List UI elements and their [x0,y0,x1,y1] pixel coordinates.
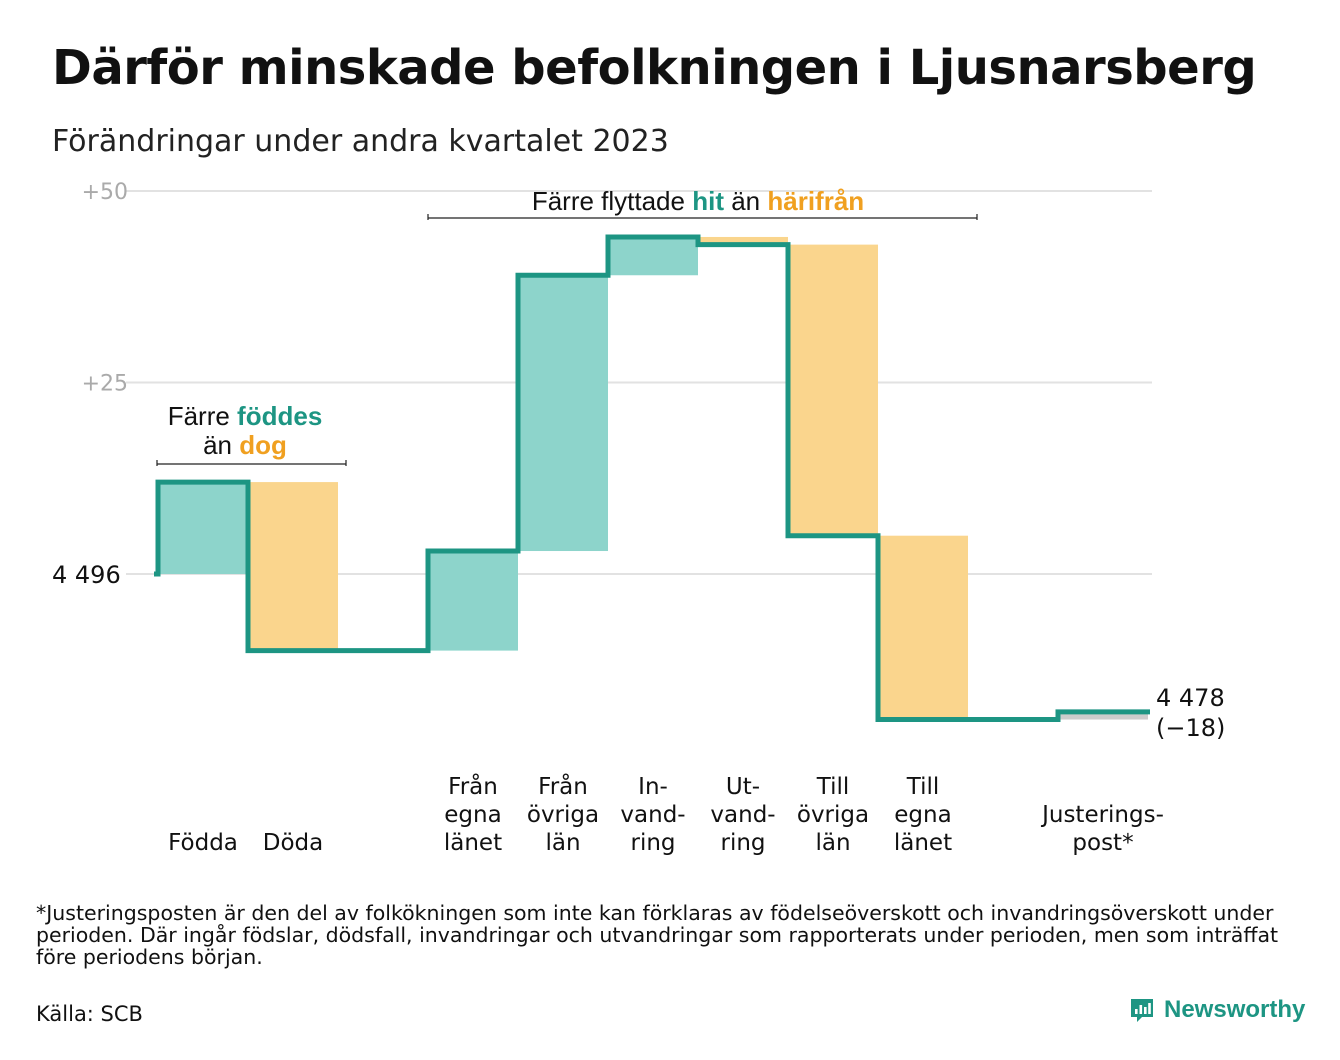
brand-name: Newsworthy [1164,996,1306,1023]
category-label: län [545,830,580,856]
brand-logo: Newsworthy [1128,996,1305,1024]
waterfall-bar [608,236,698,276]
category-label: Till [906,774,940,800]
annotation-part: föddes [230,401,322,431]
category-label: övriga [797,802,869,828]
waterfall-bar [788,244,878,536]
category-label: ring [720,830,765,856]
annotation-part: dog [232,430,287,460]
category-label: egna [444,802,501,828]
start-value-label: 4 496 [52,561,121,589]
category-label: vand- [710,802,775,828]
waterfall-bar [878,535,968,720]
category-label: ring [630,830,675,856]
category-label: länet [894,830,952,856]
annotation-part: än [203,430,232,460]
cumulative-line [154,234,1150,723]
footnote: *Justeringsposten är den del av folkökni… [36,901,1279,969]
waterfall-bar [1058,711,1148,720]
annotation-text: än dog [203,430,287,460]
category-label: In- [638,774,668,800]
annotation-part: hit [685,186,724,216]
annotation-text: Färre flyttade hit än härifrån [532,186,864,216]
category-label: Justerings- [1040,802,1164,828]
category-label: Till [816,774,850,800]
category-label: Från [538,772,588,800]
end-value-label: 4 478 [1156,684,1225,712]
category-label: post* [1072,830,1133,856]
category-label: övriga [527,802,599,828]
source-label: Källa: SCB [36,1002,143,1026]
chart-title: Därför minskade befolkningen i Ljusnarsb… [52,40,1257,96]
annotation-part: Färre flyttade [532,186,685,216]
end-change-label: (−18) [1156,714,1225,742]
category-label: Ut- [726,774,760,800]
y-tick-label: +50 [82,180,128,205]
waterfall-bar [428,551,518,651]
annotation-part: än [724,186,760,216]
y-tick-label: +25 [82,372,128,397]
category-label: länet [444,830,502,856]
category-label: Från [448,772,498,800]
annotation-part: Färre [168,401,230,431]
category-label: vand- [620,802,685,828]
waterfall-bar [698,236,788,245]
category-label: Födda [168,830,238,856]
category-label: Döda [263,830,323,856]
waterfall-bar [518,275,608,552]
category-label: län [815,830,850,856]
annotation-text: Färre föddes [168,401,323,431]
newsworthy-logo-icon [1131,999,1153,1022]
waterfall-bar [248,482,338,651]
waterfall-bar [158,482,248,574]
annotation-part: härifrån [760,186,864,216]
category-label: egna [894,802,951,828]
chart-subtitle: Förändringar under andra kvartalet 2023 [52,124,669,159]
